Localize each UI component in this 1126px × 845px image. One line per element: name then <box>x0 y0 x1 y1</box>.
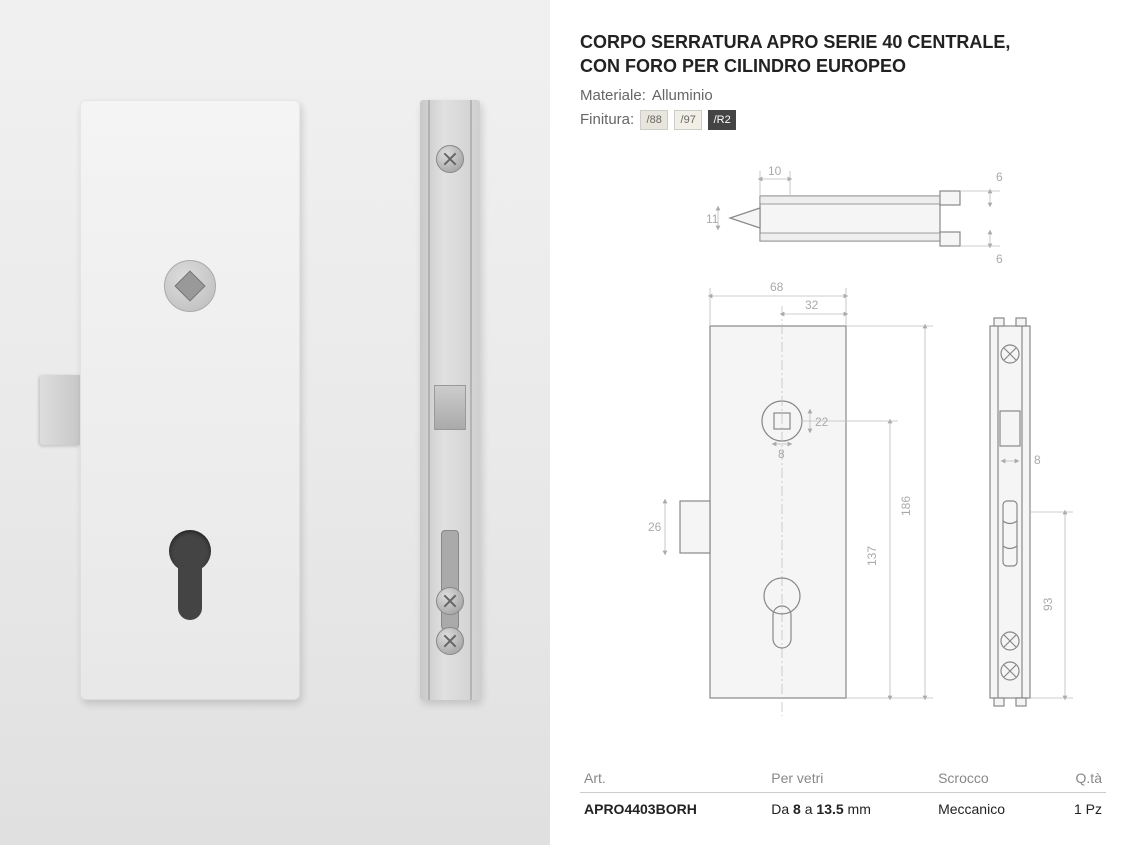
finish-swatch-88: /88 <box>640 110 668 130</box>
material-value: Alluminio <box>652 87 713 104</box>
svg-text:6: 6 <box>996 252 1003 266</box>
svg-text:186: 186 <box>899 495 913 515</box>
svg-text:93: 93 <box>1041 597 1055 611</box>
col-glass: Per vetri <box>767 764 934 793</box>
photo-spindle-hole <box>164 260 216 312</box>
svg-text:32: 32 <box>805 298 819 312</box>
spec-panel: CORPO SERRATURA APRO SERIE 40 CENTRALE, … <box>550 0 1126 845</box>
svg-text:68: 68 <box>770 280 784 294</box>
technical-drawing: 10 11 6 6 <box>580 151 1106 764</box>
spec-table: Art. Per vetri Scrocco Q.tà APRO4403BORH… <box>580 764 1106 825</box>
drawing-svg: 10 11 6 6 <box>580 151 1120 741</box>
screw-icon <box>436 627 464 655</box>
svg-text:137: 137 <box>865 545 879 565</box>
svg-text:22: 22 <box>815 415 829 429</box>
svg-text:10: 10 <box>768 164 782 178</box>
col-latch: Scrocco <box>934 764 1050 793</box>
screw-icon <box>436 145 464 173</box>
cell-latch: Meccanico <box>934 793 1050 826</box>
photo-lock-side <box>420 100 480 700</box>
screw-icon <box>436 587 464 615</box>
finish-label: Finitura: <box>580 111 634 128</box>
finish-row: Finitura: /88 /97 /R2 <box>580 110 1106 130</box>
photo-side-slot <box>441 530 459 630</box>
material-label: Materiale: <box>580 87 646 104</box>
finish-swatch-r2: /R2 <box>708 110 736 130</box>
title-line-1: CORPO SERRATURA APRO SERIE 40 CENTRALE, <box>580 32 1010 52</box>
finish-swatch-97: /97 <box>674 110 702 130</box>
svg-text:11: 11 <box>706 212 719 226</box>
cell-qty: 1 Pz <box>1050 793 1106 826</box>
title-line-2: CON FORO PER CILINDRO EUROPEO <box>580 56 906 76</box>
product-photo-panel <box>0 0 550 845</box>
svg-text:8: 8 <box>1034 453 1041 467</box>
col-qty: Q.tà <box>1050 764 1106 793</box>
table-header-row: Art. Per vetri Scrocco Q.tà <box>580 764 1106 793</box>
material-row: Materiale: Alluminio <box>580 87 1106 104</box>
photo-cylinder-hole <box>169 530 211 620</box>
photo-latch <box>40 375 80 445</box>
product-title: CORPO SERRATURA APRO SERIE 40 CENTRALE, … <box>580 30 1106 79</box>
cell-glass: Da 8 a 13.5 mm <box>767 793 934 826</box>
table-row: APRO4403BORH Da 8 a 13.5 mm Meccanico 1 … <box>580 793 1106 826</box>
cell-code: APRO4403BORH <box>580 793 767 826</box>
photo-side-latch <box>434 385 466 430</box>
svg-text:8: 8 <box>778 447 785 461</box>
svg-text:26: 26 <box>648 520 662 534</box>
col-art: Art. <box>580 764 767 793</box>
photo-lock-front <box>80 100 300 700</box>
svg-text:6: 6 <box>996 170 1003 184</box>
